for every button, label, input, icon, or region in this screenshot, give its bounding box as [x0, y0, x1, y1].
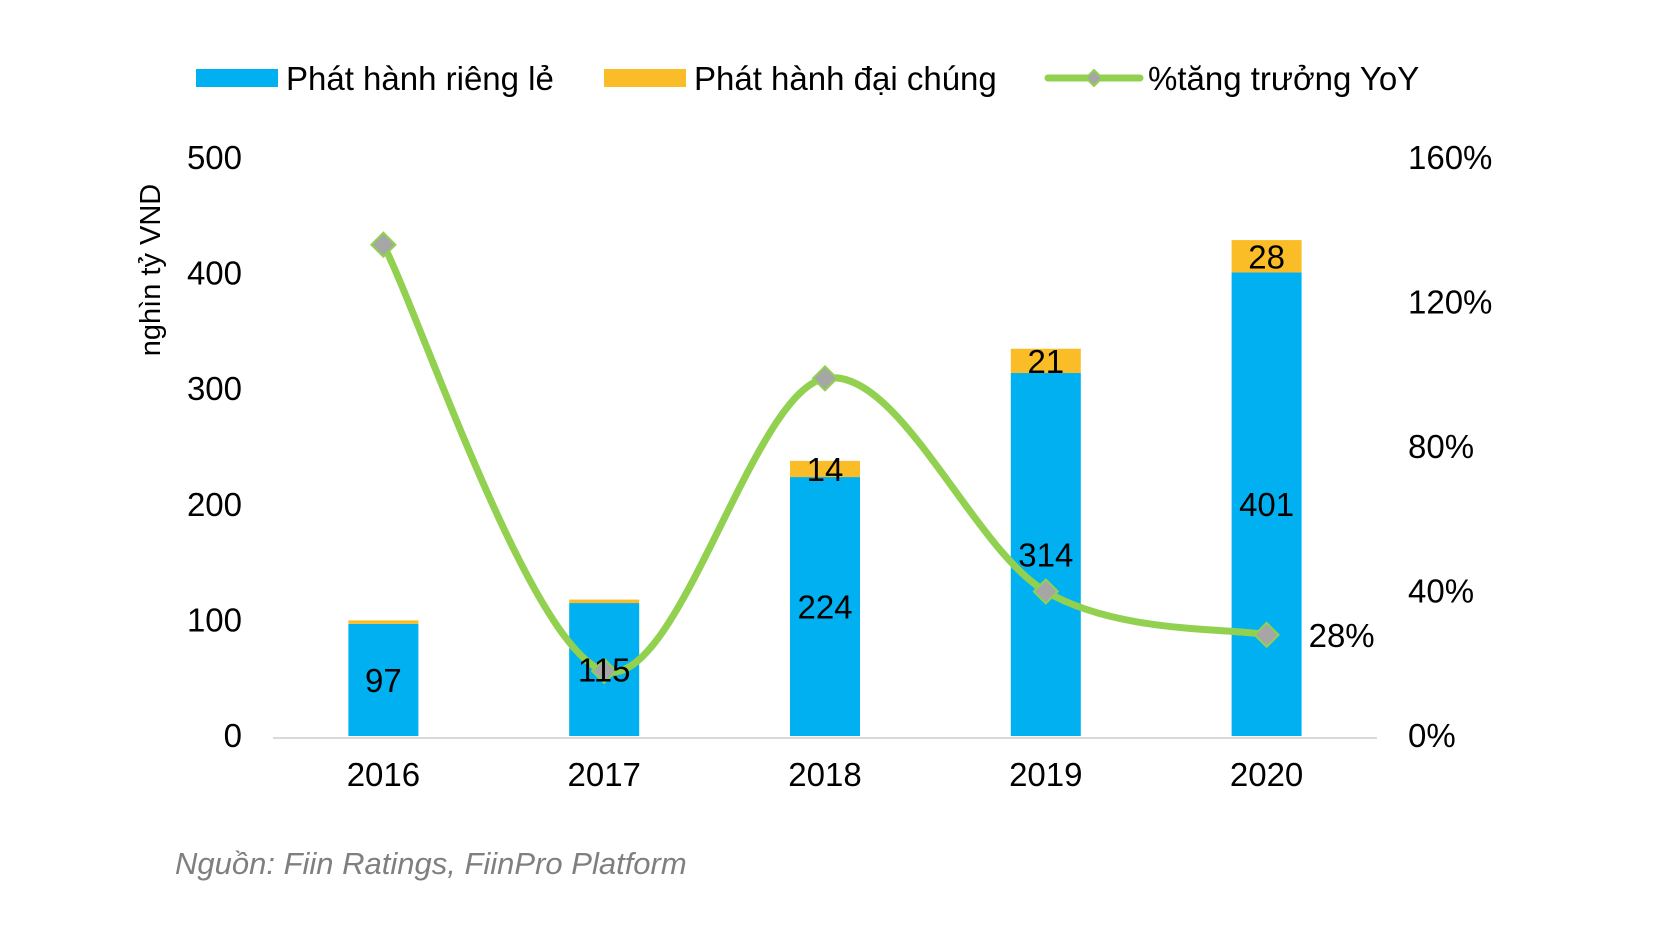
- bar-public: [569, 599, 640, 604]
- chart-legend: Phát hành riêng lẻ Phát hành đại chúng %tă…: [196, 60, 1419, 97]
- y-axis-title: nghìn tỷ VND: [135, 184, 167, 356]
- yoy-point-label: 28%: [1309, 617, 1375, 654]
- legend-item-yoy: %tăng trưởng YoY: [1044, 60, 1419, 97]
- yoy-point-marker: [1032, 578, 1060, 605]
- legend-swatch: [196, 69, 278, 87]
- bar-private-label: 224: [797, 589, 852, 626]
- legend-label: %tăng trưởng YoY: [1148, 60, 1419, 97]
- legend-swatch: [604, 69, 686, 87]
- bar-private: [348, 623, 419, 736]
- y-left-tick-label: 300: [187, 370, 242, 407]
- y-right-tick-label: 120%: [1408, 284, 1492, 321]
- y-axis-right: 0% 40% 80% 120% 160%: [1408, 139, 1492, 754]
- legend-item-public: Phát hành đại chúng: [604, 60, 997, 97]
- y-left-tick-label: 100: [187, 601, 242, 638]
- yoy-point-marker: [590, 657, 618, 685]
- legend-marker: [1084, 68, 1104, 88]
- x-tick-label: 2016: [347, 756, 420, 793]
- bar-private-label: 115: [578, 652, 631, 689]
- x-tick-label: 2019: [1009, 756, 1082, 793]
- bar-private-label: 401: [1239, 486, 1294, 523]
- y-right-tick-label: 80%: [1408, 428, 1474, 465]
- yoy-point-marker: [811, 364, 839, 392]
- y-right-tick-label: 160%: [1408, 139, 1492, 176]
- bar-private-label: 97: [365, 662, 402, 699]
- yoy-point-marker: [1253, 621, 1281, 649]
- y-right-tick-label: 40%: [1408, 573, 1474, 610]
- bar-public: [348, 620, 419, 624]
- y-right-tick-label: 0%: [1408, 717, 1456, 754]
- bar-public: [1010, 348, 1081, 374]
- bar-public-label: 14: [807, 451, 844, 488]
- bar-public: [1231, 240, 1302, 273]
- yoy-growth-line: [379, 241, 1271, 676]
- bar-public-label: 21: [1027, 343, 1064, 380]
- legend-item-private: Phát hành riêng lẻ: [196, 60, 554, 97]
- line-series: 28%: [369, 231, 1375, 685]
- x-axis: 2016 2017 2018 2019 2020: [347, 756, 1304, 793]
- legend-label: Phát hành đại chúng: [694, 60, 997, 97]
- bar-private: [1231, 272, 1302, 736]
- bars: [348, 240, 1302, 736]
- y-left-tick-label: 500: [187, 139, 242, 176]
- y-left-tick-label: 400: [187, 255, 242, 292]
- y-axis-left: 0 100 200 300 400 500: [187, 139, 242, 754]
- x-tick-label: 2018: [788, 756, 861, 793]
- x-tick-label: 2020: [1230, 756, 1303, 793]
- yoy-point-marker: [369, 231, 397, 259]
- bar-public: [790, 460, 860, 478]
- legend-label: Phát hành riêng lẻ: [286, 60, 554, 97]
- bar-private: [790, 477, 860, 736]
- bar-private-label: 314: [1018, 537, 1073, 574]
- bar-private: [1010, 373, 1081, 736]
- bar-public-label: 28: [1248, 238, 1285, 275]
- y-left-tick-label: 0: [224, 717, 242, 754]
- x-tick-label: 2017: [567, 756, 640, 793]
- source-note: Nguồn: Fiin Ratings, FiinPro Platform: [175, 846, 687, 881]
- y-left-tick-label: 200: [187, 486, 242, 523]
- bar-labels: 97 115 224 14 314 21 401 28: [365, 238, 1294, 699]
